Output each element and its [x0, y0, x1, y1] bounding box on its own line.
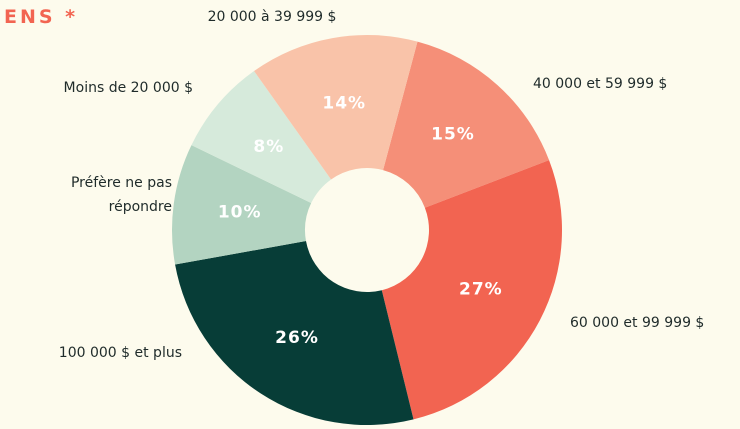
- pie-slice: [191, 71, 332, 204]
- value-label: 15%: [431, 125, 475, 145]
- value-label: 26%: [275, 328, 319, 348]
- slice-label: 40 000 et 59 999 $: [533, 76, 668, 92]
- pie-slice: [175, 240, 414, 425]
- slice-label: Préfère ne pas répondre: [70, 175, 172, 215]
- slice-label: 60 000 et 99 999 $: [570, 315, 705, 331]
- slice-label: 100 000 $ et plus: [58, 345, 182, 361]
- pie-slice: [254, 34, 418, 180]
- slice-label: Moins de 20 000 $: [63, 80, 193, 96]
- pie-slice: [172, 145, 312, 265]
- pie-slice: [381, 160, 562, 420]
- value-label: 14%: [322, 94, 366, 114]
- chart-title: ENS *: [4, 6, 79, 28]
- value-label: 8%: [253, 137, 284, 157]
- value-label: 27%: [459, 280, 503, 300]
- slice-label: 20 000 à 39 999 $: [207, 9, 337, 25]
- pie-slice: [383, 41, 550, 208]
- value-label: 10%: [218, 203, 262, 223]
